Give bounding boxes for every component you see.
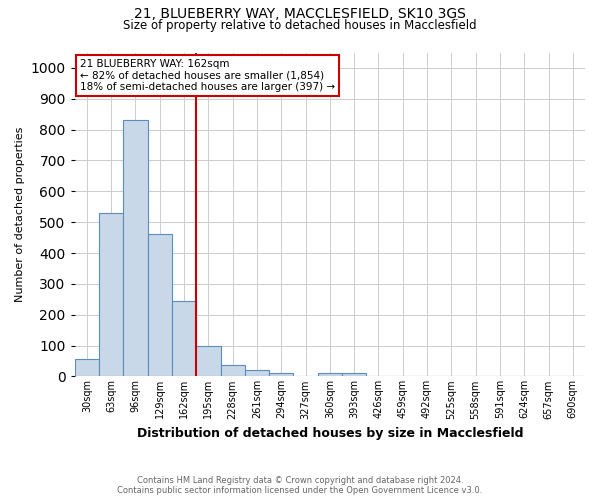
- Bar: [318, 374, 342, 376]
- Y-axis label: Number of detached properties: Number of detached properties: [15, 127, 25, 302]
- Bar: [342, 374, 367, 376]
- Text: Size of property relative to detached houses in Macclesfield: Size of property relative to detached ho…: [123, 19, 477, 32]
- Bar: [196, 346, 221, 376]
- X-axis label: Distribution of detached houses by size in Macclesfield: Distribution of detached houses by size …: [137, 427, 523, 440]
- Text: 21, BLUEBERRY WAY, MACCLESFIELD, SK10 3GS: 21, BLUEBERRY WAY, MACCLESFIELD, SK10 3G…: [134, 8, 466, 22]
- Bar: [245, 370, 269, 376]
- Bar: [172, 301, 196, 376]
- Bar: [99, 213, 124, 376]
- Text: 21 BLUEBERRY WAY: 162sqm
← 82% of detached houses are smaller (1,854)
18% of sem: 21 BLUEBERRY WAY: 162sqm ← 82% of detach…: [80, 59, 335, 92]
- Bar: [269, 372, 293, 376]
- Bar: [124, 120, 148, 376]
- Text: Contains HM Land Registry data © Crown copyright and database right 2024.
Contai: Contains HM Land Registry data © Crown c…: [118, 476, 482, 495]
- Bar: [148, 234, 172, 376]
- Bar: [75, 360, 99, 376]
- Bar: [221, 365, 245, 376]
